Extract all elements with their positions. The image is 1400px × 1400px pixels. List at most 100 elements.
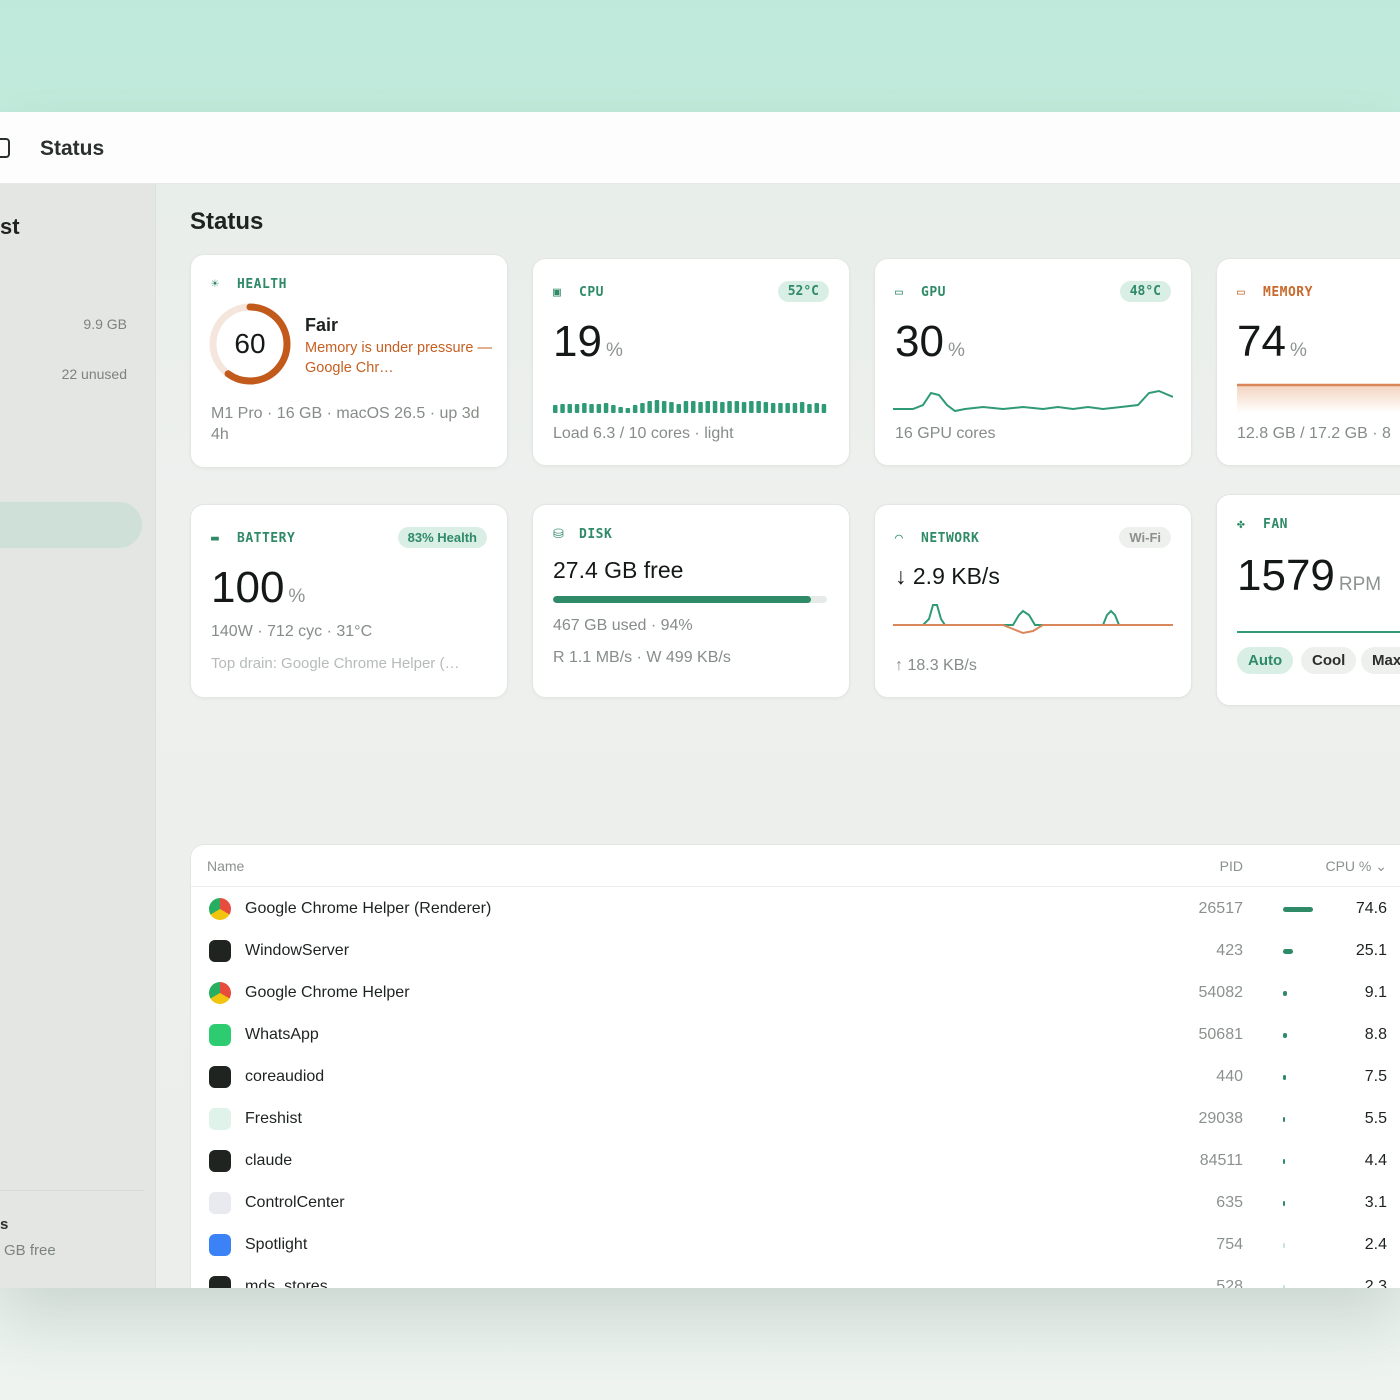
sidebar-disk-title: s xyxy=(0,1216,9,1233)
network-download: ↓ 2.9 KB/s xyxy=(895,563,1000,589)
table-row[interactable]: claude 84511 4.4 xyxy=(191,1140,1400,1182)
cpu-history-bar xyxy=(596,404,602,413)
cpu-history-bar xyxy=(589,404,594,413)
table-header: Name PID CPU % ⌄ xyxy=(191,845,1400,887)
terminal-icon xyxy=(209,940,231,962)
table-row[interactable]: Google Chrome Helper 54082 9.1 xyxy=(191,972,1400,1014)
fan-sparkline xyxy=(1237,631,1400,633)
cpu-history-bar xyxy=(778,403,783,413)
fan-mode-auto-button[interactable]: Auto xyxy=(1237,647,1294,674)
main-content: Status ☀ HEALTH 60 Fair Memory is under p… xyxy=(156,184,1400,1288)
battery-top-drain: Top drain: Google Chrome Helper (… xyxy=(211,655,460,672)
whatsapp-icon xyxy=(209,1024,231,1046)
cpu-history-bar xyxy=(603,403,609,413)
network-label: ◠ NETWORK xyxy=(895,531,980,546)
memory-sparkline xyxy=(1237,383,1400,413)
health-state: Fair xyxy=(305,315,339,335)
battery-icon: ▬ xyxy=(211,531,220,546)
health-gauge xyxy=(209,303,291,385)
table-row[interactable]: Google Chrome Helper (Renderer) 26517 74.6 xyxy=(191,888,1400,930)
disk-used: 467 GB used · 94% xyxy=(553,617,693,634)
process-cpu-bar xyxy=(1283,1285,1285,1288)
column-header-cpu[interactable]: CPU % ⌄ xyxy=(1325,858,1387,874)
cpu-history-bar xyxy=(792,403,798,413)
table-row[interactable]: ControlCenter 635 3.1 xyxy=(191,1182,1400,1224)
cpu-temp-badge: 52°C xyxy=(777,281,829,302)
process-pid: 54082 xyxy=(1198,984,1244,1001)
process-pid: 528 xyxy=(1216,1278,1243,1288)
sidebar: st 9.9 GB 22 unused s GB free xyxy=(0,184,156,1288)
cpu-history-bar xyxy=(640,403,645,413)
process-name: Freshist xyxy=(245,1110,302,1127)
leaf-icon xyxy=(209,1108,231,1130)
table-row[interactable]: Spotlight 754 2.4 xyxy=(191,1224,1400,1266)
cpu-history-bar xyxy=(705,401,710,413)
fan-mode-cool-button[interactable]: Cool xyxy=(1301,647,1357,674)
cpu-history-bar xyxy=(553,405,558,413)
memory-card[interactable]: ▭MEMORY P 74% 12.8 GB / 17.2 GB · 8 xyxy=(1216,258,1400,466)
column-header-name[interactable]: Name xyxy=(207,858,245,874)
battery-card[interactable]: ▬ BATTERY 83% Health 100% 140W · 712 cyc … xyxy=(190,504,508,698)
table-row[interactable]: Freshist 29038 5.5 xyxy=(191,1098,1400,1140)
cpu-history-bar xyxy=(647,401,652,413)
system-info: M1 Pro · 16 GB · macOS 26.5 · up 3d 4h xyxy=(211,405,480,443)
gpu-value: 30% xyxy=(895,317,965,366)
process-cpu: 4.4 xyxy=(1364,1152,1387,1169)
disk-card[interactable]: ⛁ DISK 27.4 GB free 467 GB used · 94% R 1… xyxy=(532,504,850,698)
table-row[interactable]: WindowServer 423 25.1 xyxy=(191,930,1400,972)
network-type-badge: Wi-Fi xyxy=(1119,527,1171,548)
cpu-history-bar xyxy=(770,403,776,413)
terminal-icon xyxy=(209,1276,231,1288)
fan-label: ✤ FAN xyxy=(1237,517,1288,532)
health-card[interactable]: ☀ HEALTH 60 Fair Memory is under pressure… xyxy=(190,254,508,468)
sun-icon: ☀ xyxy=(211,277,220,292)
health-score: 60 xyxy=(234,328,266,359)
process-name: claude xyxy=(245,1152,293,1169)
disk-usage-bar xyxy=(553,596,827,603)
process-cpu: 2.3 xyxy=(1364,1278,1387,1288)
disk-label: ⛁ DISK xyxy=(553,527,613,542)
sidebar-stat: 9.9 GB xyxy=(83,316,127,332)
process-cpu: 5.5 xyxy=(1364,1110,1387,1127)
sidebar-disk-free: GB free xyxy=(4,1242,56,1259)
gpu-card[interactable]: ▭ GPU 48°C 30% 16 GPU cores xyxy=(874,258,1192,466)
cpu-history-bar xyxy=(807,404,812,413)
fan-value: 1579 RPM xyxy=(1237,551,1382,600)
process-pid: 29038 xyxy=(1198,1110,1244,1127)
process-name: Google Chrome Helper (Renderer) xyxy=(245,900,492,917)
table-row[interactable]: coreaudiod 440 7.5 xyxy=(191,1056,1400,1098)
control-center-icon xyxy=(209,1192,231,1214)
cpu-history-bar xyxy=(574,404,580,413)
memory-detail: 12.8 GB / 17.2 GB · 8 xyxy=(1237,425,1391,442)
disk-usage-fill xyxy=(553,596,811,603)
process-name: WhatsApp xyxy=(245,1026,319,1043)
battery-value: 100% xyxy=(211,563,306,612)
cpu-history-bar xyxy=(785,403,790,413)
network-card[interactable]: ◠ NETWORK Wi-Fi ↓ 2.9 KB/s ↑ 18.3 KB/s xyxy=(874,504,1192,698)
process-cpu-bar xyxy=(1283,991,1287,996)
window-title: Status xyxy=(40,137,105,160)
sidebar-stat: 22 unused xyxy=(61,366,127,382)
cpu-history-bar xyxy=(618,407,623,413)
process-table: Name PID CPU % ⌄ Google Chrome Helper (R… xyxy=(190,844,1400,1288)
battery-label: ▬ BATTERY xyxy=(211,531,296,546)
app-window: Status st 9.9 GB 22 unused s GB free Sta… xyxy=(0,112,1400,1288)
memory-label: ▭ MEMORY xyxy=(1237,285,1313,300)
cpu-card[interactable]: ▣ CPU 52°C 19% Load 6.3 / 10 cores · ligh… xyxy=(532,258,850,466)
cpu-history-bar xyxy=(727,401,732,413)
sidebar-item-status[interactable] xyxy=(0,502,142,548)
process-name: coreaudiod xyxy=(245,1068,325,1085)
process-cpu-bar xyxy=(1283,1159,1285,1164)
disk-io: R 1.1 MB/s · W 499 KB/s xyxy=(553,649,731,666)
column-header-pid[interactable]: PID xyxy=(1219,858,1243,874)
fan-mode-max-button[interactable]: Max xyxy=(1361,647,1400,674)
cpu-label: ▣ CPU xyxy=(553,285,604,300)
cpu-history-bar xyxy=(632,405,638,413)
process-pid: 26517 xyxy=(1198,900,1244,917)
cpu-history-bar xyxy=(691,401,696,413)
sidebar-toggle-icon[interactable] xyxy=(0,138,10,158)
table-row[interactable]: mds_stores 528 2.3 xyxy=(191,1266,1400,1288)
table-row[interactable]: WhatsApp 50681 8.8 xyxy=(191,1014,1400,1056)
fan-card[interactable]: ✤ FAN 1579 RPM Auto Cool Max xyxy=(1216,494,1400,706)
gpu-temp-badge: 48°C xyxy=(1119,281,1171,302)
